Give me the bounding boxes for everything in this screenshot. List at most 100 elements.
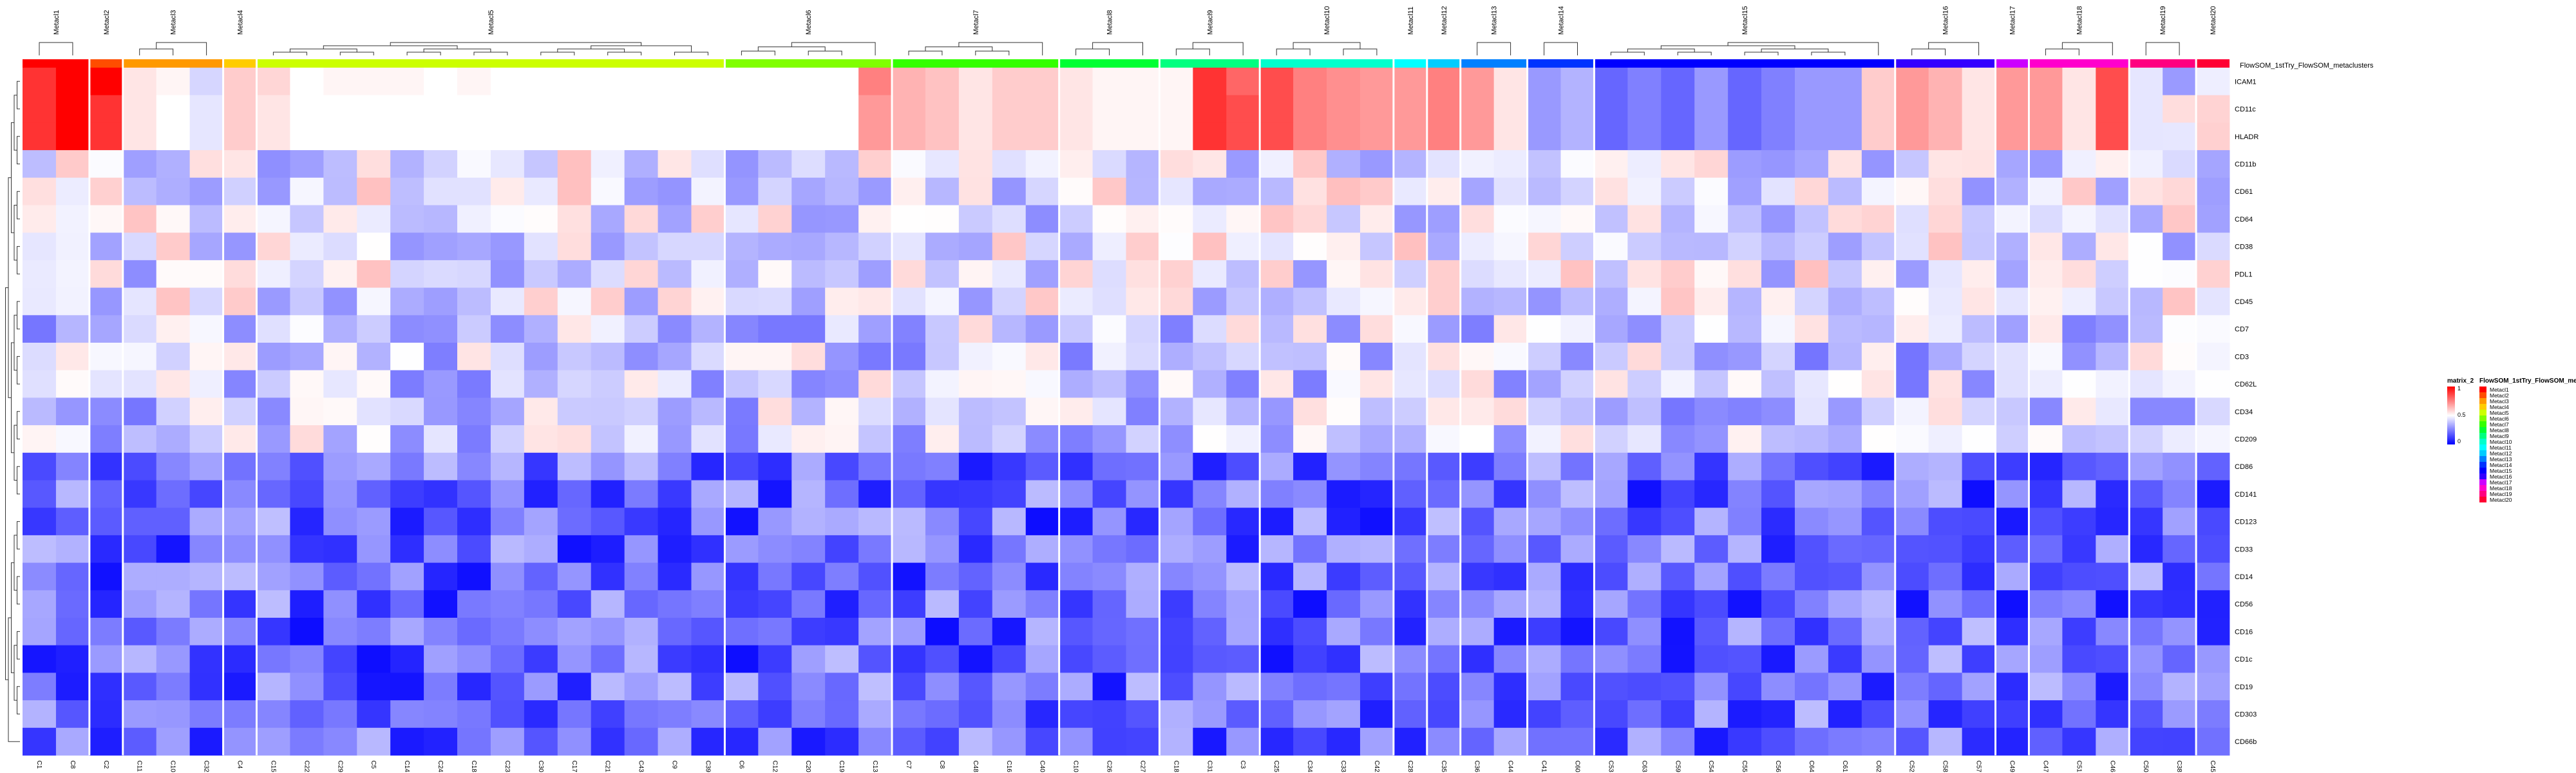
heatmap-cell: [156, 508, 191, 536]
heatmap-cell: [2129, 480, 2163, 508]
heatmap-cell: [858, 68, 893, 96]
heatmap-cell: [791, 68, 826, 96]
heatmap-cell: [1159, 287, 1193, 316]
heatmap-cell: [892, 68, 926, 96]
heatmap-cell: [490, 397, 525, 426]
dendrogram-branch: [791, 42, 876, 55]
column-label: C55: [1741, 761, 1748, 773]
heatmap-cell: [256, 287, 290, 316]
heatmap-cell: [1794, 397, 1829, 426]
annotation-segment: [1059, 59, 1160, 68]
heatmap-cell: [1962, 700, 1996, 729]
dendrogram-branch: [1610, 52, 1645, 55]
heatmap-cell: [1426, 205, 1461, 233]
heatmap-cell: [858, 452, 893, 481]
heatmap-cell: [1327, 315, 1361, 343]
heatmap-cell: [1728, 590, 1762, 618]
heatmap-cell: [1359, 397, 1394, 426]
heatmap-cell: [1460, 150, 1495, 178]
heatmap-cell: [55, 508, 90, 536]
heatmap-cell: [390, 480, 424, 508]
column-label: C36: [1473, 761, 1481, 773]
heatmap-cell: [557, 535, 592, 563]
legend-swatch: [2479, 398, 2486, 404]
metacluster-label: Metacl12: [1441, 6, 1448, 35]
heatmap-cell: [1962, 315, 1996, 343]
heatmap-cell: [1426, 673, 1461, 701]
heatmap-cell: [122, 397, 157, 426]
heatmap-cell: [1794, 645, 1829, 673]
heatmap-cell: [1627, 287, 1662, 316]
heatmap-cell: [1728, 260, 1762, 288]
heatmap-cell: [2029, 508, 2063, 536]
heatmap-cell: [1761, 260, 1795, 288]
heatmap-cell: [724, 397, 759, 426]
heatmap-cell: [290, 618, 324, 646]
heatmap-cell: [1293, 370, 1327, 398]
heatmap-cell: [1025, 370, 1060, 398]
heatmap-cell: [1226, 150, 1260, 178]
heatmap-cell: [390, 177, 424, 205]
metacluster-label: Metacl6: [805, 10, 813, 35]
heatmap-cell: [1260, 562, 1294, 591]
heatmap-cell: [1226, 370, 1260, 398]
heatmap-cell: [1193, 205, 1227, 233]
heatmap-cell: [724, 618, 759, 646]
heatmap-cell: [1928, 95, 1962, 123]
heatmap-cell: [1092, 425, 1126, 453]
heatmap-cell: [1594, 205, 1628, 233]
heatmap-cell: [2196, 535, 2230, 563]
heatmap-cell: [357, 727, 391, 756]
heatmap-cell: [791, 645, 826, 673]
legend-swatch: [2479, 485, 2486, 491]
heatmap-cell: [1728, 397, 1762, 426]
heatmap-cell: [1527, 95, 1561, 123]
row-label: CD16: [2235, 628, 2253, 636]
heatmap-cell: [1761, 343, 1795, 371]
heatmap-cell: [1260, 233, 1294, 261]
heatmap-cell: [1059, 618, 1093, 646]
heatmap-cell: [23, 673, 57, 701]
heatmap-cell: [223, 315, 257, 343]
column-label: C19: [838, 761, 845, 773]
column-label: C54: [1707, 761, 1714, 773]
heatmap-cell: [1527, 673, 1561, 701]
heatmap-cell: [2129, 425, 2163, 453]
heatmap-cell: [1426, 397, 1461, 426]
heatmap-cell: [490, 508, 525, 536]
heatmap-cell: [724, 343, 759, 371]
heatmap-cell: [1260, 370, 1294, 398]
heatmap-cell: [1627, 645, 1662, 673]
heatmap-cell: [524, 645, 558, 673]
heatmap-cell: [524, 618, 558, 646]
heatmap-cell: [791, 590, 826, 618]
heatmap-cell: [2062, 562, 2096, 591]
heatmap-cell: [992, 150, 1027, 178]
heatmap-cell: [2163, 700, 2197, 729]
dendrogram-branch: [11, 122, 14, 233]
heatmap-cell: [591, 233, 625, 261]
heatmap-cell: [89, 150, 124, 178]
heatmap-cell: [290, 122, 324, 151]
heatmap-cell: [1594, 287, 1628, 316]
heatmap-cell: [758, 727, 792, 756]
heatmap-cell: [1293, 590, 1327, 618]
row-label: HLADR: [2235, 133, 2259, 141]
heatmap-cell: [1627, 397, 1662, 426]
heatmap-cell: [1527, 508, 1561, 536]
heatmap-cell: [925, 315, 960, 343]
heatmap-cell: [1594, 480, 1628, 508]
heatmap-cell: [791, 287, 826, 316]
annotation-segment: [1460, 59, 1528, 68]
heatmap-cell: [1327, 727, 1361, 756]
heatmap-cell: [1059, 315, 1093, 343]
heatmap-cell: [1092, 260, 1126, 288]
heatmap-cell: [858, 205, 893, 233]
heatmap-cell: [490, 287, 525, 316]
heatmap-cell: [2062, 452, 2096, 481]
heatmap-cell: [223, 645, 257, 673]
heatmap-cell: [256, 645, 290, 673]
heatmap-cell: [1126, 397, 1160, 426]
heatmap-cell: [1059, 673, 1093, 701]
heatmap-cell: [658, 260, 692, 288]
